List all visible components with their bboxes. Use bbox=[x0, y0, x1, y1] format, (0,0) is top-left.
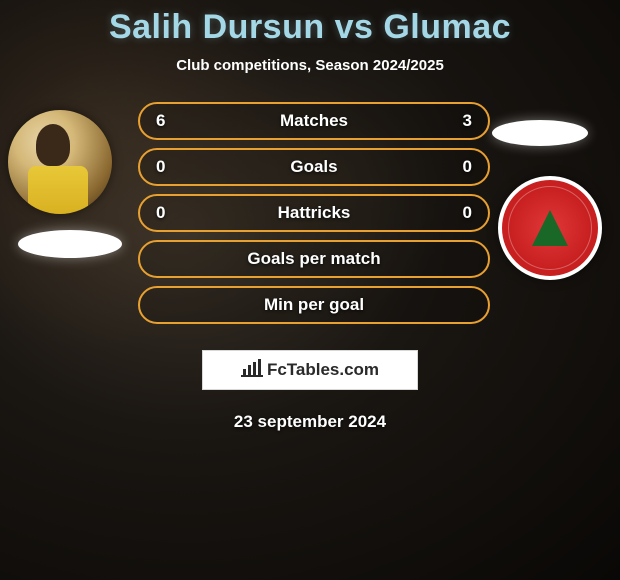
stat-label: Matches bbox=[176, 111, 452, 131]
stat-right-value: 3 bbox=[452, 111, 472, 131]
stat-row-goals: 0 Goals 0 bbox=[138, 148, 490, 186]
brand-footer[interactable]: FcTables.com bbox=[202, 350, 418, 390]
stat-row-matches: 6 Matches 3 bbox=[138, 102, 490, 140]
stat-label: Hattricks bbox=[176, 203, 452, 223]
update-date: 23 september 2024 bbox=[0, 412, 620, 432]
comparison-area: 6 Matches 3 0 Goals 0 0 Hattricks 0 Goal… bbox=[0, 102, 620, 342]
player-left-avatar bbox=[8, 110, 112, 214]
team-left-placeholder bbox=[18, 230, 122, 258]
brand-text: FcTables.com bbox=[267, 360, 379, 380]
content-wrapper: Salih Dursun vs Glumac Club competitions… bbox=[0, 0, 620, 432]
stat-left-value: 0 bbox=[156, 203, 176, 223]
stat-label: Goals per match bbox=[176, 249, 452, 269]
stat-row-hattricks: 0 Hattricks 0 bbox=[138, 194, 490, 232]
chart-icon bbox=[241, 359, 263, 382]
stat-right-value: 0 bbox=[452, 157, 472, 177]
stat-row-min-per-goal: Min per goal bbox=[138, 286, 490, 324]
stat-right-value: 0 bbox=[452, 203, 472, 223]
team-right-badge bbox=[498, 176, 602, 280]
page-subtitle: Club competitions, Season 2024/2025 bbox=[0, 57, 620, 74]
player-right-placeholder bbox=[492, 120, 588, 146]
stat-row-goals-per-match: Goals per match bbox=[138, 240, 490, 278]
stats-column: 6 Matches 3 0 Goals 0 0 Hattricks 0 Goal… bbox=[138, 102, 490, 332]
stat-label: Min per goal bbox=[176, 295, 452, 315]
stat-left-value: 0 bbox=[156, 157, 176, 177]
page-title: Salih Dursun vs Glumac bbox=[0, 8, 620, 47]
stat-label: Goals bbox=[176, 157, 452, 177]
stat-left-value: 6 bbox=[156, 111, 176, 131]
